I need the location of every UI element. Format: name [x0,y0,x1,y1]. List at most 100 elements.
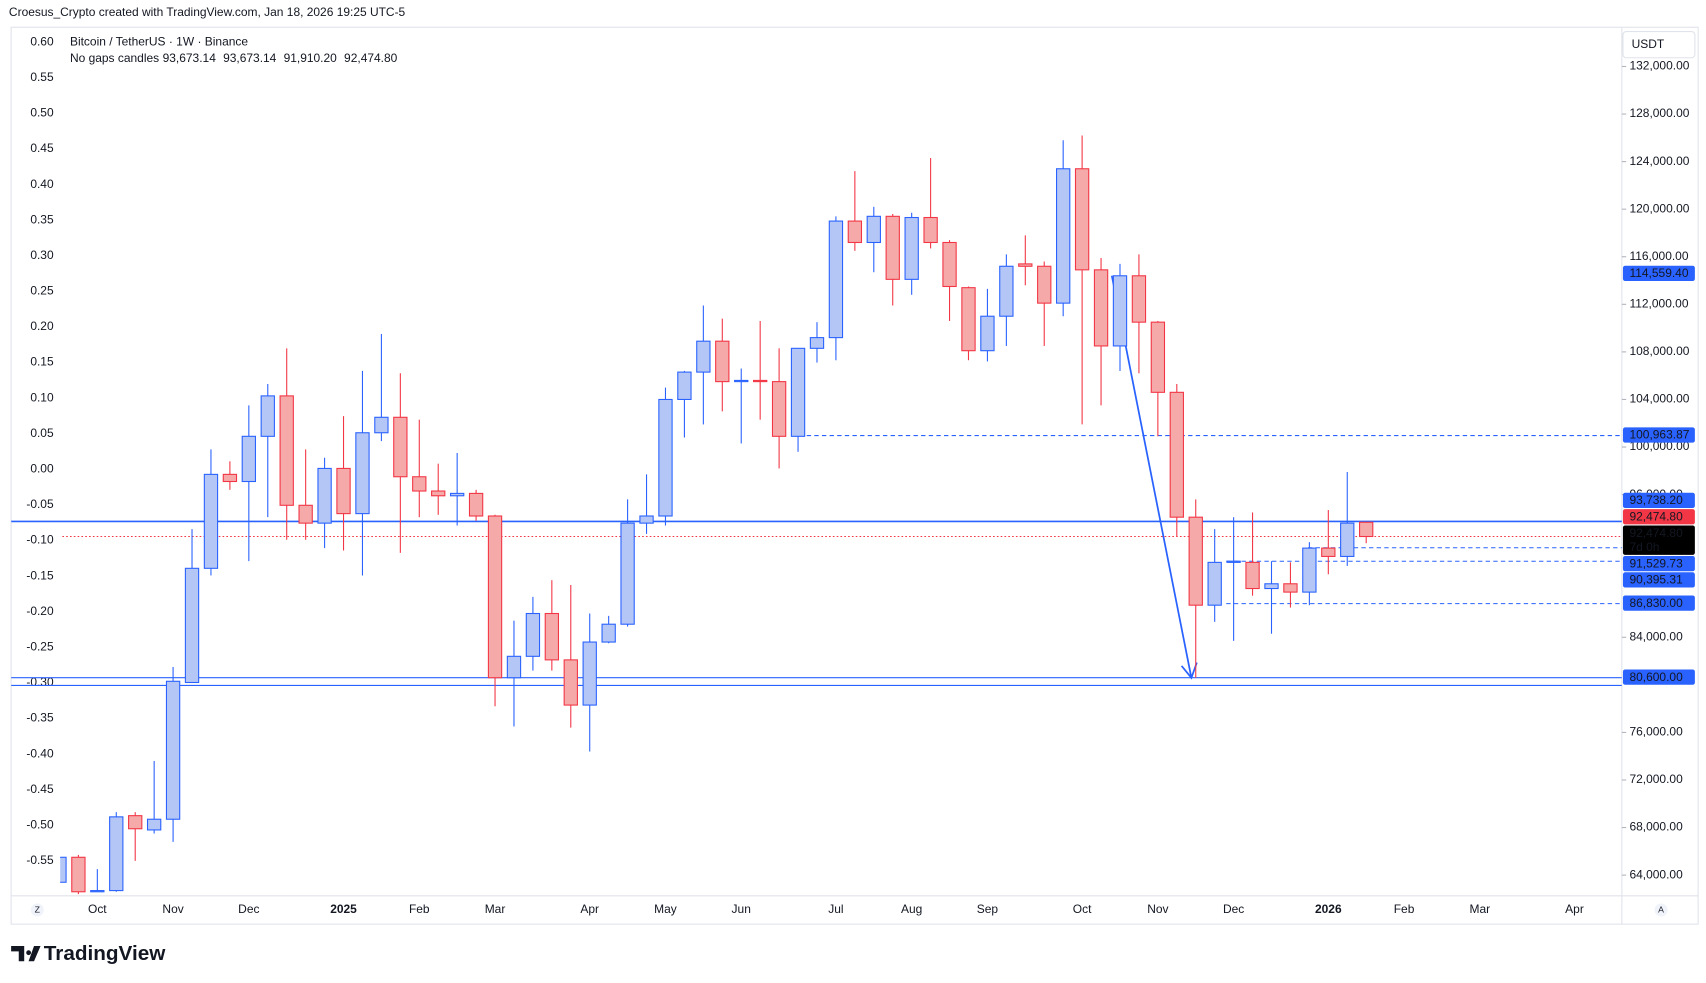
candle-body [506,655,522,679]
y2-tick-label: -0.45 [26,782,54,796]
candle-body [715,340,730,383]
price-label: 114,559.40 [1629,266,1688,280]
candle-body [184,567,200,684]
y-tick-label: 68,000.00 [1629,820,1683,834]
candle-body [393,416,408,478]
x-tick-label: Feb [1394,902,1415,916]
price-label-box [1622,572,1695,588]
price-label-countdown: 7d 0h [1629,540,1659,554]
price-label: 90,395.31 [1629,573,1683,587]
candle-body [203,473,219,569]
candle-body [923,216,938,244]
x-tick-label: Nov [162,902,183,916]
y2-tick-label: 0.40 [30,177,54,191]
candle-body [771,381,787,437]
candle-body [677,371,692,401]
candle-body [355,432,370,515]
y2-tick-label: -0.15 [26,568,54,582]
candle-body [1150,321,1166,393]
chart-title: Bitcoin / TetherUS · 1W · Binance [70,35,248,49]
candle-body [525,612,541,657]
y2-tick-label: -0.10 [26,533,54,547]
brand: TradingView [44,942,166,965]
price-label-box [1622,427,1695,443]
x-tick-label: Mar [1470,902,1491,916]
candle-body [165,680,181,820]
x-tick-label: 2026 [1315,902,1342,916]
x-tick-label: Dec [238,902,259,916]
y2-tick-label: 0.55 [30,70,54,84]
y2-tick-label: -0.40 [26,746,54,760]
x-tick-label: Feb [409,902,430,916]
candle-body [1169,391,1184,518]
y-tick-label: 120,000.00 [1629,201,1689,215]
candle-body [582,641,597,706]
candle-body [658,398,673,517]
x-tick-label: Jul [828,902,843,916]
candle-body [298,504,313,524]
candle-body [1283,583,1298,593]
candle-body [639,515,654,524]
y-tick-label: 76,000.00 [1629,725,1683,739]
candle-body [1226,560,1241,563]
price-label: 91,529.73 [1629,556,1683,570]
candle-body [601,623,616,643]
candle-body [1037,265,1052,304]
y-tick-label: 72,000.00 [1629,772,1683,786]
candle-body [487,515,503,679]
candle-body [222,473,238,483]
x-tick-label: Aug [901,902,922,916]
price-label-box [1622,509,1695,525]
logo-icon [11,945,41,962]
candle-body [1188,516,1203,606]
currency[interactable]: USDT [1632,37,1665,51]
candle-body [468,492,484,517]
logo: TradingView [11,942,166,965]
candle-body [696,340,711,373]
x-tick-label: Oct [1073,902,1092,916]
ohlc-value: 93,673.14 [163,51,217,65]
candle-body [620,522,635,625]
candle-body [563,659,578,706]
candle-body [1264,583,1279,590]
candle-body [1207,561,1222,606]
x-tick-label: Apr [1565,902,1584,916]
levels [11,435,1622,686]
scale-button [1654,903,1668,917]
scale-button-label: Z [35,904,41,914]
candle-body [734,379,749,383]
ohlc-value: 93,673.14 [223,51,277,65]
candle-body [790,347,806,437]
candle-body [866,215,881,244]
candle-body [279,395,294,506]
price-label: 92,474.80 [1629,509,1683,523]
candle-body [1340,522,1355,557]
price-label-box [1622,555,1695,572]
candle-body [449,492,465,497]
y2-tick-label: 0.10 [30,390,54,404]
candle-body [809,337,825,349]
x-tick-label: Nov [1147,902,1168,916]
candle-body [980,315,995,352]
x-tick-label: Mar [485,902,506,916]
currency-box[interactable] [1622,31,1696,59]
y-tick-label: 84,000.00 [1629,629,1683,643]
candle-body [374,416,389,434]
candle-body [1093,269,1109,347]
y2-tick-label: -0.05 [26,497,54,511]
candle-body [260,395,275,437]
y2-tick-label: 0.50 [30,106,54,120]
y2-tick-label: 0.35 [30,212,54,226]
candle-body [60,856,67,883]
price-label: 86,830.00 [1629,596,1683,610]
candle-body [146,818,162,831]
y2-tick-label: -0.55 [26,853,54,867]
x-tick-label: Apr [580,902,599,916]
y2-tick-label: 0.15 [30,355,54,369]
scale-button [30,903,44,917]
price-label-box [1622,265,1695,281]
candle-body [1074,168,1090,271]
y2-tick-label: -0.35 [26,711,54,725]
y-tick-label: 116,000.00 [1629,249,1688,263]
